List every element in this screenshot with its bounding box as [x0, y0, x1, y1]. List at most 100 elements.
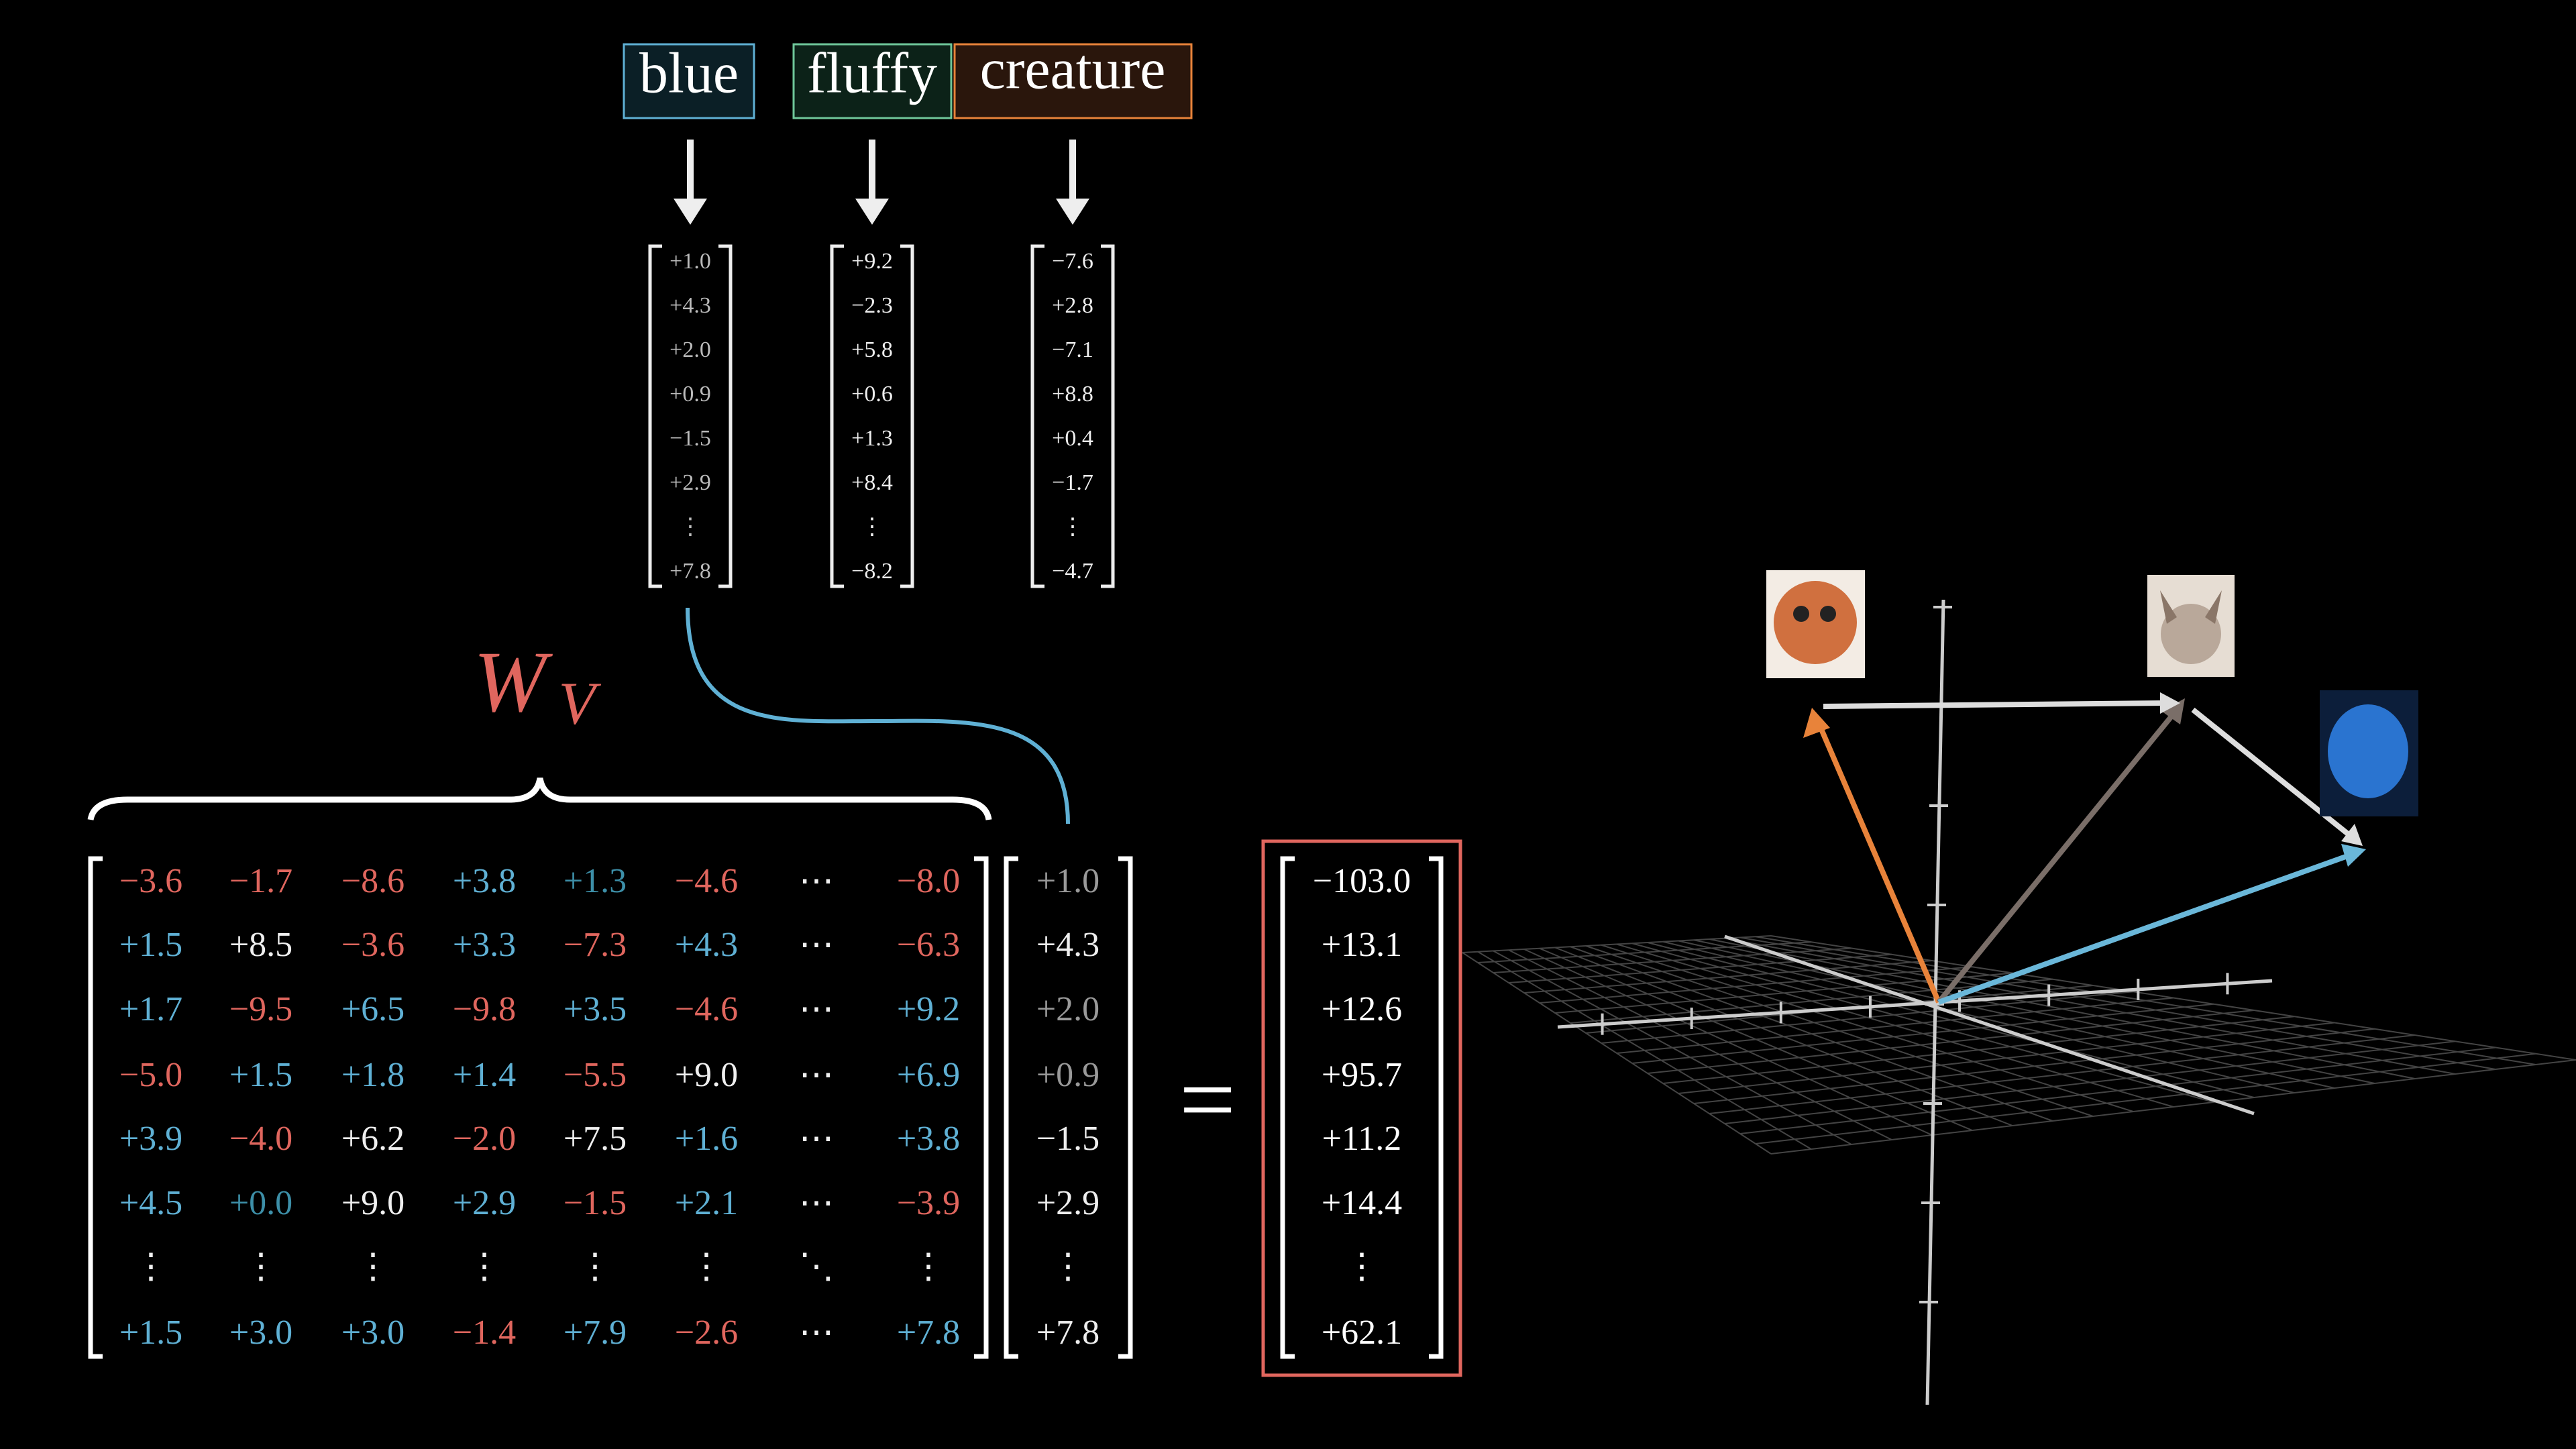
bracket	[718, 244, 733, 588]
plane-grid-line	[1647, 1010, 2255, 1074]
down-arrows	[674, 140, 1089, 225]
matrix-label-sub: V	[559, 671, 602, 737]
embedding-entry: −8.2	[851, 559, 893, 584]
bracket	[1118, 856, 1133, 1359]
bracket	[1429, 856, 1444, 1359]
plane-grid-line	[1662, 941, 2295, 1093]
axis	[1557, 979, 2273, 1029]
input-entry: +2.9	[1036, 1184, 1099, 1222]
matrix-entry: −7.3	[564, 926, 627, 964]
matrix-entry: +0.0	[229, 1184, 292, 1222]
result-entry: +13.1	[1322, 926, 1402, 964]
embedding-entry: ⋮	[679, 515, 702, 539]
matrix-entry: +6.5	[341, 990, 405, 1028]
matrix-entry: −3.6	[119, 862, 182, 900]
connector-curve	[686, 607, 1070, 824]
embedding-entry: +8.8	[1052, 382, 1093, 407]
plane-grid-line	[1770, 935, 2576, 1061]
plane-grid-line	[1631, 1003, 2214, 1064]
matrix-entry: +6.2	[341, 1120, 405, 1158]
matrix-entry: +4.5	[119, 1184, 182, 1222]
matrix-entry: ⋮	[133, 1248, 168, 1286]
matrix-entry: +6.9	[897, 1056, 960, 1094]
embedding-entry: +2.8	[1052, 293, 1093, 318]
input-entry: +4.3	[1036, 926, 1099, 964]
result-box	[1261, 839, 1462, 1377]
vector-arrows	[1803, 692, 2366, 1005]
equals-sign: =	[1179, 1044, 1236, 1155]
matrix-entry: ⋮	[689, 1248, 724, 1286]
matrix-entry: +3.8	[453, 862, 516, 900]
embedding-entry: +9.2	[851, 249, 893, 274]
matrix-entry: +1.5	[119, 926, 182, 964]
embedding-entry: −1.5	[669, 426, 711, 451]
embedding-entry: +0.6	[851, 382, 893, 407]
matrix-entry: −1.5	[564, 1184, 627, 1222]
matrix-entry: +9.2	[897, 990, 960, 1028]
result-entry: +62.1	[1322, 1313, 1402, 1352]
matrix-entry: +9.0	[341, 1184, 405, 1222]
embedding-entry: −7.1	[1052, 337, 1093, 362]
plane-grid-line	[1678, 1022, 2335, 1094]
matrix-entry: −1.7	[229, 862, 292, 900]
matrix-entry: ⋯	[799, 1313, 834, 1352]
bracket	[648, 244, 662, 588]
matrix-entry: +4.3	[675, 926, 738, 964]
plane-grid-line	[1755, 1053, 2536, 1144]
plane-grid-line	[1678, 940, 2335, 1089]
axis	[1724, 934, 2255, 1116]
embedding-entry: −2.3	[851, 293, 893, 318]
matrix-entry: −8.0	[897, 862, 960, 900]
bracket	[1280, 856, 1295, 1359]
plane-grid-line	[1739, 1046, 2496, 1134]
plane-grid-line	[1709, 1034, 2416, 1114]
word: fluffy	[807, 41, 937, 105]
matrix-entry: ⋱	[799, 1248, 834, 1286]
matrix-entry: −4.6	[675, 990, 738, 1028]
matrix-entry: +2.1	[675, 1184, 738, 1222]
matrix-entry: +3.3	[453, 926, 516, 964]
matrix-entry: −4.0	[229, 1120, 292, 1158]
image-shape	[1774, 581, 1857, 664]
embedding-entry: −4.7	[1052, 559, 1093, 584]
result-entry: ⋮	[1344, 1248, 1379, 1286]
matrix-entry: +1.6	[675, 1120, 738, 1158]
result-entry: +95.7	[1322, 1056, 1402, 1094]
bracket	[830, 244, 844, 588]
embedding-entry: ⋮	[1061, 515, 1084, 539]
input-entry: +2.0	[1036, 990, 1099, 1028]
matrix-entry: ⋮	[578, 1248, 612, 1286]
embedding-entry: +0.4	[1052, 426, 1093, 451]
matrix-entry: −3.9	[897, 1184, 960, 1222]
plane-grid-line	[1693, 1028, 2375, 1104]
matrix-entry: +8.5	[229, 926, 292, 964]
matrix-entry: ⋯	[799, 862, 834, 900]
word: blue	[639, 41, 739, 105]
result-entry: +12.6	[1322, 990, 1402, 1028]
bracket	[1101, 244, 1115, 588]
matrix-entry: ⋮	[911, 1248, 946, 1286]
plane-grid-line	[1631, 943, 2214, 1103]
matrix-entry: +7.5	[564, 1120, 627, 1158]
embedding-entry: +2.0	[669, 337, 711, 362]
vector-space-3d	[1462, 599, 2576, 1405]
matrix-entry: +1.3	[564, 862, 627, 900]
plane-grid-line	[1709, 938, 2416, 1079]
bracket	[88, 856, 103, 1359]
plane-grid-line	[1724, 1040, 2456, 1124]
input-entry: +7.8	[1036, 1313, 1099, 1352]
matrix-entry: +3.0	[341, 1313, 405, 1352]
input-entry: +0.9	[1036, 1056, 1099, 1094]
matrix-entry: +3.0	[229, 1313, 292, 1352]
matrix-entry: +3.5	[564, 990, 627, 1028]
input-entry: ⋮	[1051, 1248, 1085, 1286]
matrix-entry: −3.6	[341, 926, 405, 964]
matrix-entry: +9.0	[675, 1056, 738, 1094]
result-entry: −103.0	[1313, 862, 1411, 900]
embedding-entry: ⋮	[861, 515, 883, 539]
matrix-entry: ⋯	[799, 990, 834, 1028]
matrix-entry: +1.4	[453, 1056, 516, 1094]
brace	[87, 777, 992, 821]
word-box	[792, 43, 953, 119]
